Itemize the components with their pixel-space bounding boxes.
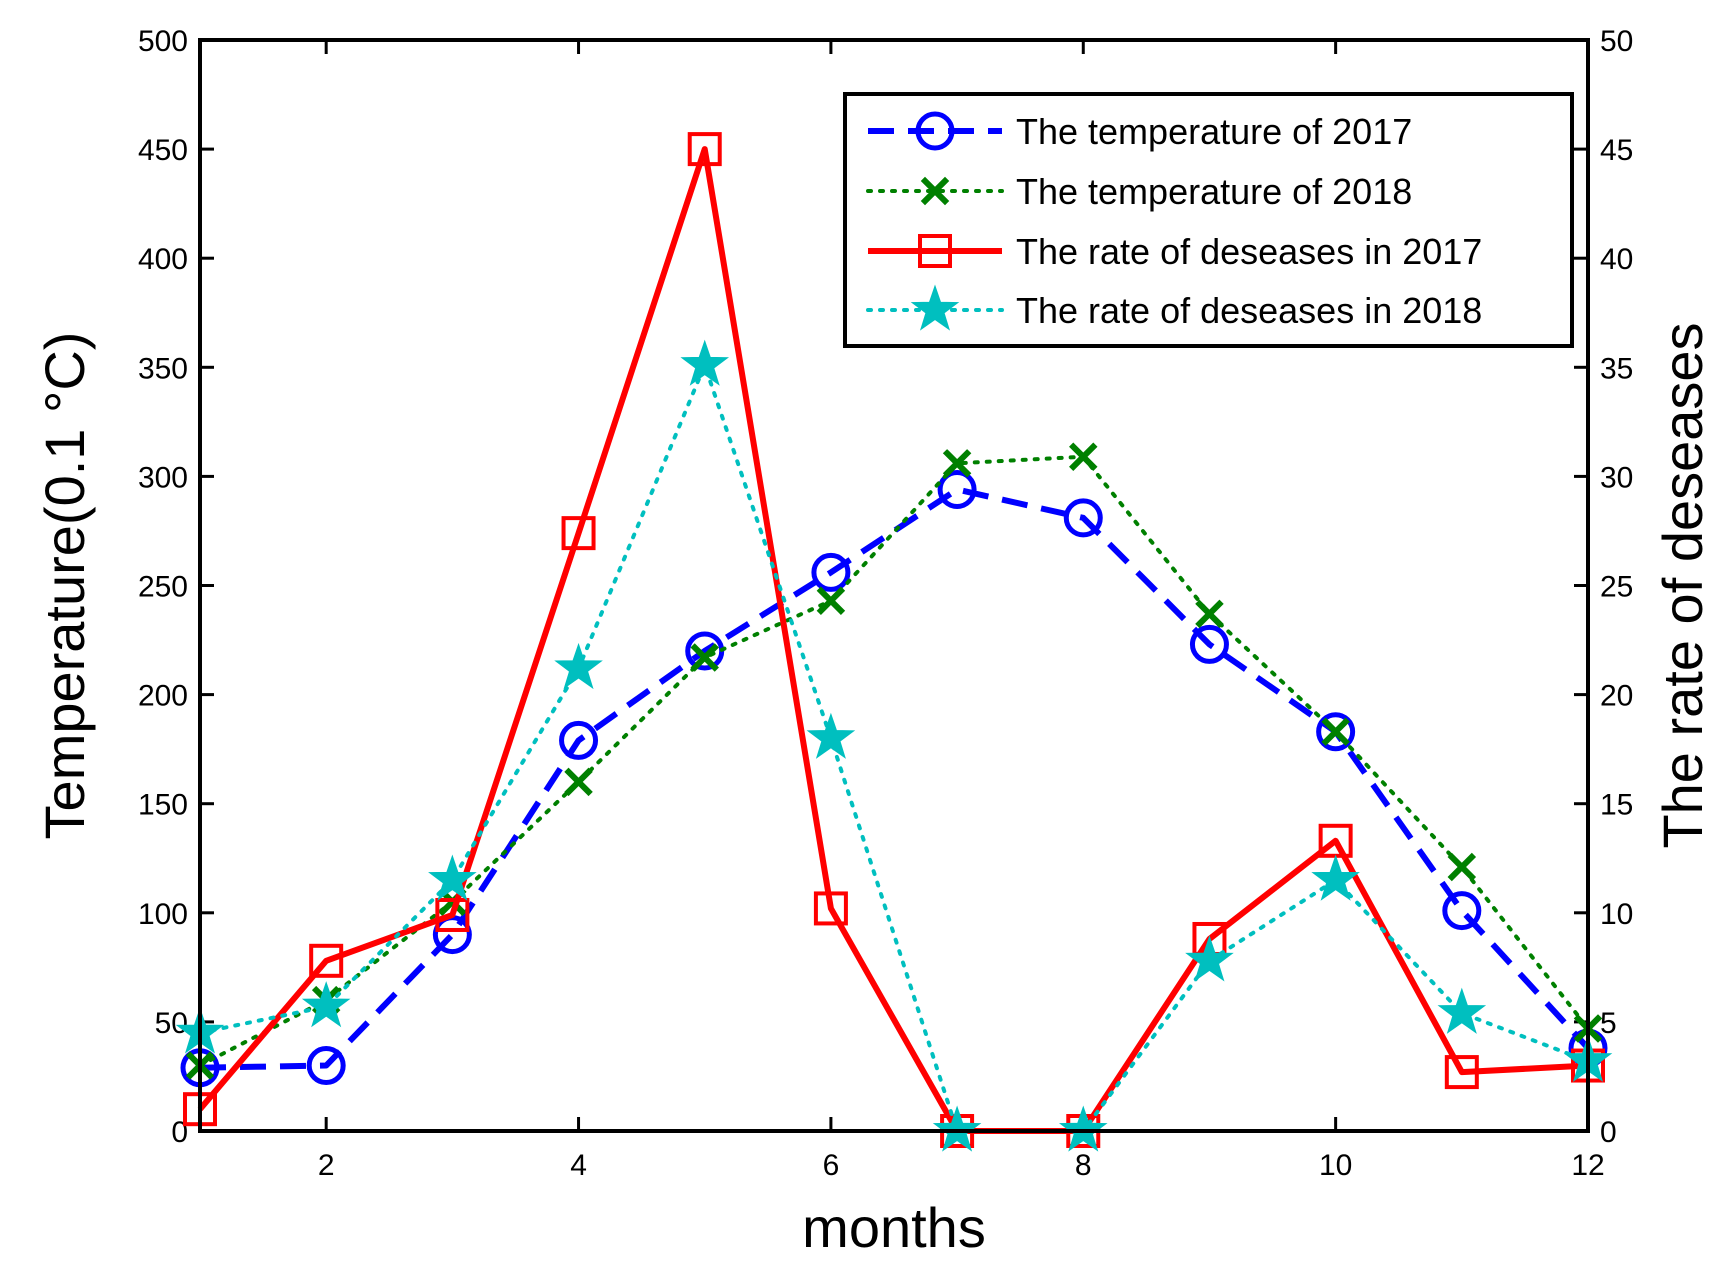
y-right-tick-label: 45 (1600, 134, 1633, 167)
legend: The temperature of 2017 The temperature o… (843, 92, 1574, 348)
y-left-tick-label: 500 (138, 25, 188, 58)
legend-box (843, 92, 1574, 348)
y-left-tick-label: 450 (138, 134, 188, 167)
data-point (561, 516, 596, 551)
x-tick-label: 2 (318, 1149, 335, 1182)
data-point (942, 449, 972, 478)
data-point (1311, 854, 1360, 901)
y-right-tick-label: 25 (1600, 571, 1633, 604)
data-point (564, 767, 593, 797)
y-left-axis-title: Temperature(0.1 °C) (33, 332, 96, 840)
data-point (1321, 717, 1350, 746)
y-left-tick-label: 250 (138, 571, 188, 604)
data-point (428, 854, 477, 901)
legend-label: The temperature of 2017 (1016, 111, 1412, 152)
legend-label: The temperature of 2018 (1016, 171, 1412, 212)
data-point (559, 720, 599, 760)
legend-item: The rate of deseases in 2018 (866, 284, 1482, 331)
y-left-tick-label: 100 (138, 898, 188, 931)
data-point (1195, 599, 1224, 629)
y-right-tick-label: 35 (1600, 352, 1633, 385)
data-point (690, 643, 719, 672)
data-point (1189, 624, 1229, 664)
data-point (1444, 1055, 1479, 1090)
data-point (816, 586, 846, 616)
data-point (813, 891, 848, 926)
data-point (680, 339, 730, 386)
data-point (937, 469, 977, 509)
data-point (309, 943, 344, 978)
data-point (1185, 935, 1234, 982)
data-point (1447, 852, 1477, 882)
data-point (1316, 712, 1356, 752)
series-group (175, 132, 1613, 1152)
legend-label: The rate of deseases in 2017 (1016, 231, 1482, 272)
series-line (198, 454, 1590, 1068)
data-point (1058, 1105, 1108, 1152)
y-left-tick-label: 150 (138, 789, 188, 822)
data-point (811, 552, 851, 592)
y-right-tick-label: 40 (1600, 243, 1633, 276)
x-tick-label: 8 (1075, 1149, 1092, 1182)
y-right-axis-title: The rate of deseases (1651, 322, 1714, 848)
legend-marker (918, 234, 952, 268)
series-line (198, 363, 1590, 1133)
y-left-tick-label: 50 (155, 1007, 188, 1040)
data-point (1069, 442, 1098, 472)
legend-marker (915, 111, 955, 151)
y-right-tick-label: 20 (1600, 680, 1633, 713)
data-point (301, 981, 351, 1028)
data-point (687, 132, 722, 167)
y-left-tick-label: 350 (138, 352, 188, 385)
data-point (806, 712, 856, 759)
series-line (197, 146, 1589, 1134)
legend-item: The temperature of 2017 (868, 111, 1412, 152)
series-line (199, 486, 1591, 1071)
legend-item: The rate of deseases in 2017 (868, 231, 1482, 272)
x-axis-title: months (802, 1196, 986, 1259)
x-tick-label: 6 (823, 1149, 840, 1182)
x-tick-label: 10 (1319, 1149, 1352, 1182)
data-point (435, 897, 470, 932)
data-point (554, 642, 603, 690)
y-right-tick-label: 0 (1600, 1116, 1617, 1149)
data-point (306, 1046, 346, 1086)
y-right-tick-label: 50 (1600, 25, 1633, 58)
y-right-tick-label: 5 (1600, 1007, 1617, 1040)
y-right-tick-label: 10 (1600, 898, 1633, 931)
data-point (1442, 891, 1482, 931)
legend-label: The rate of deseases in 2018 (1016, 290, 1482, 331)
y-left-tick-label: 400 (138, 243, 188, 276)
y-left-tick-label: 300 (138, 461, 188, 494)
legend-item: The temperature of 2018 (866, 171, 1412, 212)
x-tick-label: 4 (570, 1149, 587, 1182)
legend-marker (910, 284, 960, 331)
y-right-tick-label: 30 (1600, 461, 1633, 494)
legend-marker (920, 176, 950, 206)
x-tick-label: 12 (1571, 1149, 1604, 1182)
data-point (932, 1105, 982, 1152)
plot-frame (198, 38, 1590, 1133)
y-left-tick-label: 200 (138, 680, 188, 713)
data-point (1063, 498, 1103, 538)
y-right-tick-label: 15 (1600, 789, 1633, 822)
data-point (1437, 987, 1487, 1034)
